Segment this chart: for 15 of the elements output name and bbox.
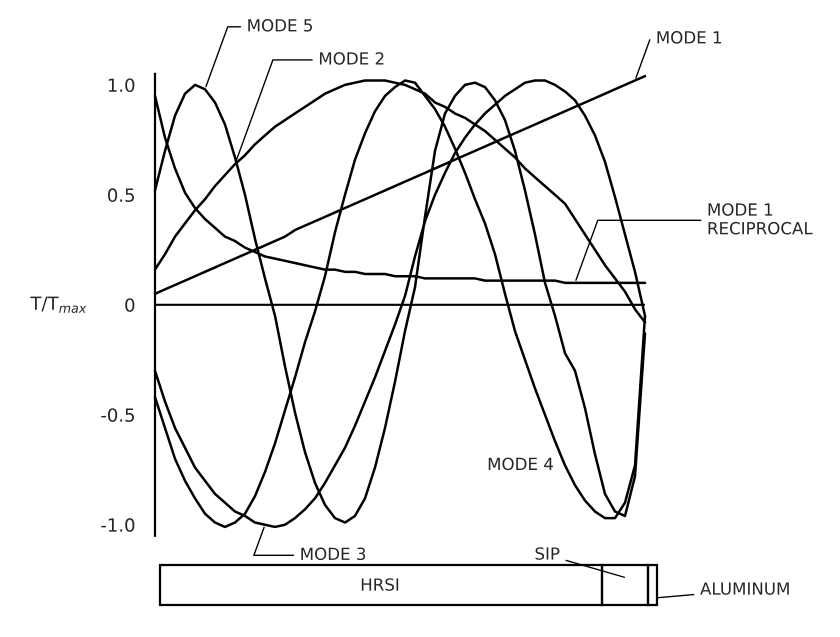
y-tick-label: 1.0 [108,78,134,92]
series-label: MODE 3 [301,548,366,560]
text: ALUMINUM [700,582,789,595]
y-tick-label: -1.0 [101,518,134,532]
text: MODE 1 RECIPROCAL [708,203,813,234]
y-tick-label: -0.5 [101,408,134,422]
text: MODE 5 [248,19,312,32]
text: HRSI [362,578,398,591]
series-label: MODE 4 [488,458,553,470]
series-label: MODE 2 [320,52,384,65]
y-tick-label: 0.5 [108,188,134,202]
text: SIP [536,547,560,560]
text: MODE 1 [657,31,722,44]
y-tick-label: 0 [125,298,134,312]
y-axis-title: T/T$_{max}$ [30,296,86,313]
